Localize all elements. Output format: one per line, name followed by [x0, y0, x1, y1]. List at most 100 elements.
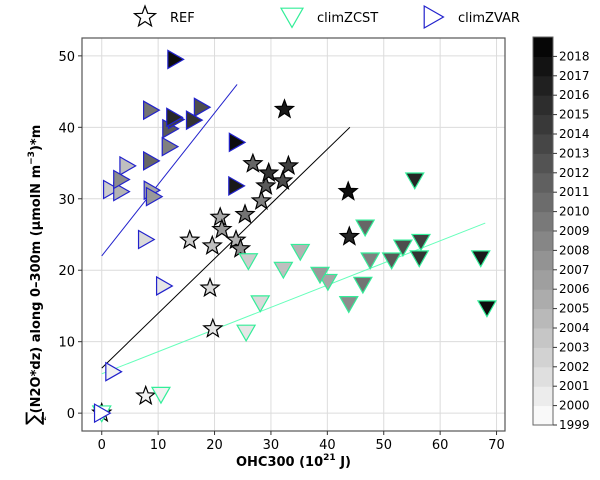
colorbar-segment	[533, 405, 553, 426]
point-climzvar	[102, 179, 121, 200]
point-climzcst	[236, 324, 257, 343]
colorbar-segment	[533, 172, 553, 193]
point-climzcst	[352, 276, 373, 295]
point-ref	[179, 228, 201, 250]
point-climzcst	[355, 219, 376, 238]
point-ref	[199, 276, 221, 298]
point-climzvar	[193, 97, 212, 118]
point-climzcst	[404, 172, 425, 190]
colorbar-segment	[533, 366, 553, 387]
colorbar-tick-label: 2006	[559, 282, 590, 296]
colorbar-tick-label: 2002	[559, 360, 590, 374]
point-climzcst	[309, 266, 331, 285]
point-climzcst	[360, 252, 381, 270]
colorbar-segment	[533, 386, 553, 407]
point-climzcst	[338, 296, 359, 314]
colorbar-tick-label: 2013	[559, 146, 590, 160]
point-ref	[225, 228, 247, 250]
colorbar-segment	[533, 211, 553, 232]
y-tick-label: 40	[58, 121, 75, 136]
colorbar-tick-label: 2016	[559, 88, 590, 102]
point-climzvar	[228, 175, 246, 196]
colorbar-segment	[533, 114, 553, 135]
colorbar-segment	[533, 153, 553, 174]
colorbar-segment	[533, 75, 553, 96]
colorbar-segment	[533, 308, 553, 329]
colorbar-tick-label: 2015	[559, 108, 590, 122]
colorbar-tick-label: 2001	[559, 379, 590, 393]
y-axis-label-main: (N2O*dz) along 0–300m (µmolN m	[29, 165, 44, 413]
fit-lines	[101, 84, 486, 375]
legend-label-climzvar: climZVAR	[458, 11, 520, 26]
colorbar-segment	[533, 250, 553, 271]
legend: REF climZCST climZVAR	[132, 4, 520, 30]
axis-ticks: 0 10 20 30 40 50 60 70 0 10 20 30 40 50	[58, 50, 504, 453]
x-axis-label-sup: 21	[323, 453, 336, 463]
colorbar-tick-label: 2012	[559, 166, 590, 180]
point-ref	[229, 237, 252, 258]
y-axis-label: ∑z (N2O*dz) along 0–300m (µmolN m−3)*m	[21, 125, 48, 425]
colorbar-segment	[533, 328, 553, 348]
point-climzvar	[93, 403, 112, 424]
point-ref	[338, 225, 361, 246]
fit-line-climzvar	[101, 84, 238, 257]
point-ref	[211, 218, 233, 239]
colorbar-segment	[533, 231, 553, 251]
colorbar-tick-label: 2003	[559, 340, 590, 354]
point-climzvar	[137, 229, 156, 250]
point-climzvar	[166, 107, 184, 128]
point-climzvar	[119, 155, 137, 176]
x-axis-label-main: OHC300 (10	[236, 455, 323, 470]
point-ref	[242, 152, 264, 173]
colorbar-tick-label: 1999	[559, 418, 590, 432]
point-climzvar	[143, 100, 161, 121]
data-points	[91, 49, 497, 424]
point-climzvar	[145, 186, 164, 207]
colorbar-segment	[533, 192, 553, 213]
svg-text:∑z(N2O*dz) along 0–300m (µmolN: ∑z (N2O*dz) along 0–300m (µmolN m−3)*m	[21, 125, 48, 425]
colorbar-segment	[533, 37, 553, 57]
point-ref	[257, 161, 280, 183]
y-tick-label: 20	[58, 264, 75, 279]
colorbar-tick-label: 2000	[559, 399, 590, 413]
point-ref	[337, 180, 359, 201]
colorbar-segment	[533, 134, 553, 154]
colorbar-segment	[533, 289, 553, 310]
legend-marker-climzcst	[279, 7, 305, 29]
point-climzcst	[317, 273, 338, 292]
y-axis-label-tail: )*m	[29, 125, 44, 151]
x-tick-label: 20	[206, 438, 223, 453]
colorbar-tick-label: 2011	[559, 185, 590, 199]
colorbar-tick-label: 2005	[559, 302, 590, 316]
point-ref	[255, 174, 277, 195]
fit-line-ref	[101, 126, 351, 369]
x-axis-label-tail: J)	[336, 455, 351, 470]
x-tick-label: 10	[150, 438, 167, 453]
point-climzvar	[113, 181, 131, 202]
colorbar-tick-label: 2017	[559, 69, 590, 83]
point-ref	[209, 206, 231, 227]
y-axis-label-sup: −3	[27, 151, 37, 165]
point-climzcst	[476, 300, 497, 318]
point-ref	[277, 154, 300, 175]
legend-marker-climzvar	[423, 4, 445, 30]
point-climzcst	[238, 253, 259, 271]
x-tick-label: 30	[263, 438, 280, 453]
y-axis-label-sum: ∑	[21, 411, 45, 425]
point-climzcst	[409, 250, 430, 268]
colorbar-tick-label: 2010	[559, 205, 590, 219]
point-ref	[202, 317, 224, 338]
point-ref	[234, 203, 256, 224]
x-tick-label: 50	[375, 438, 392, 453]
point-ref	[250, 189, 273, 211]
colorbar-tick-label: 2004	[559, 321, 590, 335]
y-tick-label: 50	[58, 50, 75, 65]
legend-label-ref: REF	[170, 11, 195, 26]
colorbar-segment	[533, 95, 553, 116]
colorbar-tick-label: 2008	[559, 243, 590, 257]
point-climzvar	[155, 275, 174, 296]
point-climzcst	[470, 250, 491, 268]
y-tick-label: 30	[58, 193, 75, 208]
x-tick-label: 40	[319, 438, 336, 453]
